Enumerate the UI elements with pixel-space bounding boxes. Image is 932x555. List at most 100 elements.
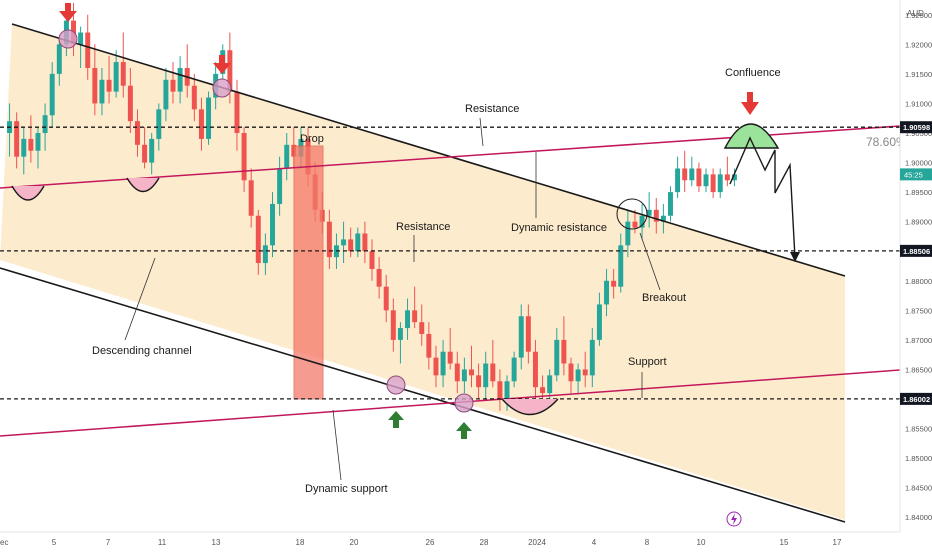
arrow-down-icon [741, 92, 759, 115]
svg-text:45:25: 45:25 [904, 170, 923, 179]
candle [348, 227, 354, 258]
candle [447, 328, 453, 370]
touch-circle [212, 78, 232, 98]
candle [99, 67, 105, 116]
candle [284, 133, 290, 181]
currency-label: AUD [907, 9, 924, 18]
x-tick-label: ec [0, 538, 8, 547]
candle [355, 227, 361, 258]
fib-label: 78.60% [866, 135, 907, 149]
support-label: Support [628, 356, 667, 368]
projection-path [729, 136, 796, 259]
candle [689, 156, 695, 187]
x-tick-label: 20 [350, 538, 359, 547]
x-axis-ticks: ec 5 7 11 13 18 20 26 28 2024 4 8 10 15 17 [0, 538, 842, 547]
candle [525, 304, 531, 364]
candle [191, 73, 197, 122]
y-tick-label: 1.84000 [905, 513, 932, 522]
price-badge: 1.86002 [900, 392, 932, 405]
candle [177, 56, 183, 104]
candle [667, 186, 673, 222]
channel-upper-line [11, 23, 846, 277]
candle [440, 339, 446, 388]
candle [561, 316, 567, 376]
x-tick-label: 2024 [528, 538, 546, 547]
candle [433, 345, 439, 388]
x-tick-label: 17 [833, 538, 842, 547]
candle [134, 109, 140, 157]
candle [518, 304, 524, 370]
price-axis[interactable] [900, 0, 932, 532]
candle [419, 304, 425, 346]
time-axis[interactable] [0, 532, 900, 550]
candle [461, 357, 467, 394]
svg-text:1.90598: 1.90598 [903, 123, 930, 132]
candle [696, 162, 702, 193]
candle [604, 268, 610, 317]
candle [554, 328, 560, 382]
svg-text:1.88506: 1.88506 [903, 247, 930, 256]
candle [646, 192, 652, 228]
candle [28, 115, 34, 163]
y-tick-label: 1.85000 [905, 454, 932, 463]
confluence-dome [723, 123, 780, 149]
dynamic-support-label: Dynamic support [305, 483, 388, 495]
breakout-circle [616, 198, 648, 230]
candle [426, 322, 432, 370]
y-tick-label: 1.90500 [905, 129, 932, 138]
candle [511, 351, 517, 388]
annotation-pointers [124, 117, 661, 481]
candle [163, 67, 169, 122]
candle [397, 322, 403, 364]
candle [653, 198, 659, 234]
candle [326, 209, 332, 269]
x-tick-label: 18 [296, 538, 305, 547]
svg-text:1.86002: 1.86002 [903, 395, 930, 404]
x-tick-label: 11 [158, 538, 167, 547]
dynamic-resistance-label: Dynamic resistance [511, 222, 607, 234]
candle [383, 274, 389, 323]
candle [262, 233, 268, 275]
candle [639, 203, 645, 240]
x-tick-label: 8 [645, 538, 650, 547]
descending-channel-fill [0, 24, 845, 520]
y-tick-label: 1.88000 [905, 277, 932, 286]
candle [255, 209, 261, 275]
candle [241, 127, 247, 193]
candle [618, 233, 624, 293]
lightning-icon[interactable] [726, 511, 742, 527]
projection-arrowhead [790, 252, 800, 262]
candle [376, 257, 382, 299]
drop-label: Drop [300, 133, 324, 145]
candle [92, 44, 98, 116]
candle [497, 369, 503, 411]
touch-circle [386, 375, 406, 395]
candle [362, 221, 368, 264]
price-badge: 1.88506 [900, 244, 932, 257]
touch-circle [58, 29, 78, 49]
arrow-down-icon [59, 3, 77, 22]
candle [198, 97, 204, 151]
candle [717, 168, 723, 199]
candle [120, 32, 126, 98]
price-badges: 1.90598 1.88506 1.86002 45:25 [900, 121, 932, 405]
candle [206, 91, 212, 145]
candle [149, 133, 155, 175]
candle [49, 62, 55, 128]
x-tick-label: 7 [106, 538, 111, 547]
candle [21, 127, 27, 175]
candle [675, 156, 681, 199]
candle [575, 363, 581, 394]
y-tick-label: 1.87000 [905, 336, 932, 345]
candle [412, 286, 418, 329]
current-price-badge: 45:25 [900, 168, 932, 181]
candle [589, 328, 595, 388]
y-tick-label: 1.92500 [905, 11, 932, 20]
candle [490, 339, 496, 388]
candle [369, 239, 375, 281]
candles-layer [7, 2, 737, 411]
x-tick-label: 4 [592, 538, 597, 547]
y-tick-label: 1.89500 [905, 188, 932, 197]
